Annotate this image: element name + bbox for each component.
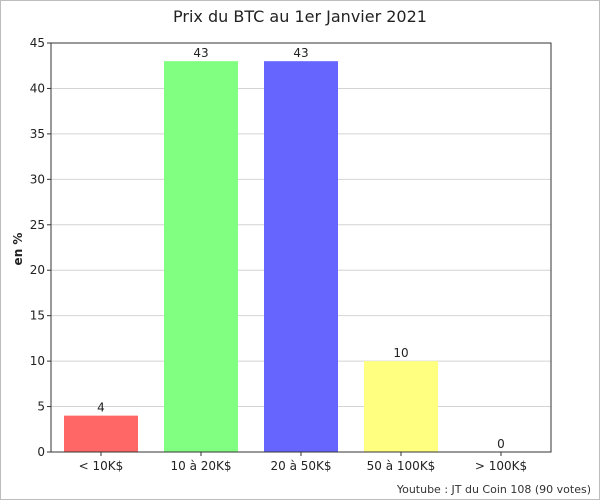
x-tick-label: > 100K$ — [475, 459, 527, 473]
data-label: 10 — [393, 346, 408, 360]
y-tick-label: 15 — [30, 309, 45, 323]
x-tick-label: 50 à 100K$ — [367, 459, 436, 473]
x-tick-label: 20 à 50K$ — [270, 459, 331, 473]
data-label: 4 — [97, 401, 105, 415]
bar — [64, 415, 138, 452]
y-tick-label: 40 — [30, 81, 45, 95]
x-tick-label: 10 à 20K$ — [170, 459, 231, 473]
y-tick-label: 30 — [30, 172, 45, 186]
data-label: 43 — [293, 46, 308, 60]
chart-title: Prix du BTC au 1er Janvier 2021 — [173, 7, 427, 26]
bar — [264, 61, 338, 453]
x-tick-label: < 10K$ — [79, 459, 124, 473]
y-tick-label: 25 — [30, 218, 45, 232]
data-label: 43 — [193, 46, 208, 60]
source-credit: Youtube : JT du Coin 108 (90 votes) — [396, 483, 591, 496]
y-tick-label: 0 — [37, 445, 45, 459]
y-tick-label: 45 — [30, 36, 45, 50]
y-tick-label: 10 — [30, 354, 45, 368]
bar — [364, 361, 438, 452]
plot-frame — [50, 42, 552, 453]
y-tick-label: 20 — [30, 263, 45, 277]
y-tick-label: 5 — [37, 400, 45, 414]
y-tick-label: 35 — [30, 127, 45, 141]
bar — [164, 61, 238, 453]
data-label: 0 — [497, 437, 505, 451]
